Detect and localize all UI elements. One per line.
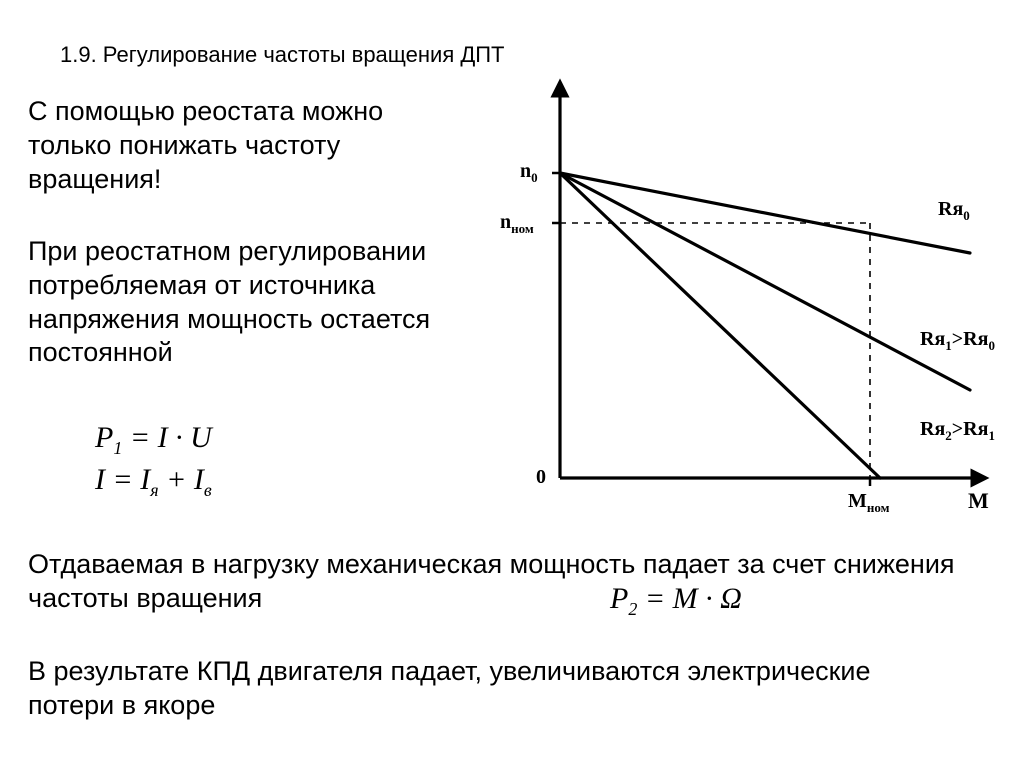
equation-block: P1 = I · U I = Iя + Iв: [95, 418, 212, 503]
section-heading: 1.9. Регулирование частоты вращения ДПТ: [60, 42, 505, 68]
series-label-r1: Rя1>Rя0: [920, 328, 995, 354]
y-tick-n0: n0: [520, 160, 538, 186]
paragraph-2: При реостатном регулировании потребляема…: [28, 235, 448, 370]
origin-label: 0: [536, 466, 546, 489]
page-root: 1.9. Регулирование частоты вращения ДПТ …: [0, 0, 1024, 768]
series-label-r2: Rя2>Rя1: [920, 418, 995, 444]
mechanical-characteristics-chart: 0 n0 nном Mном M Rя0 Rя1>Rя0 Rя2>Rя1: [470, 78, 1000, 518]
series-label-r0: Rя0: [938, 198, 970, 224]
x-tick-mnom: Mном: [848, 490, 890, 516]
chart-svg: [470, 78, 1000, 518]
paragraph-4: В результате КПД двигателя падает, увели…: [28, 655, 958, 723]
eq-p2: P2 = M · Ω: [610, 582, 742, 620]
eq-i: I = Iя + Iв: [95, 460, 212, 502]
y-tick-nnom: nном: [500, 211, 534, 237]
x-axis-label: M: [968, 488, 989, 514]
eq-p1: P1 = I · U: [95, 418, 212, 460]
paragraph-1: С помощью реостата можно только понижать…: [28, 95, 438, 196]
paragraph-3: Отдаваемая в нагрузку механическая мощно…: [28, 548, 958, 616]
